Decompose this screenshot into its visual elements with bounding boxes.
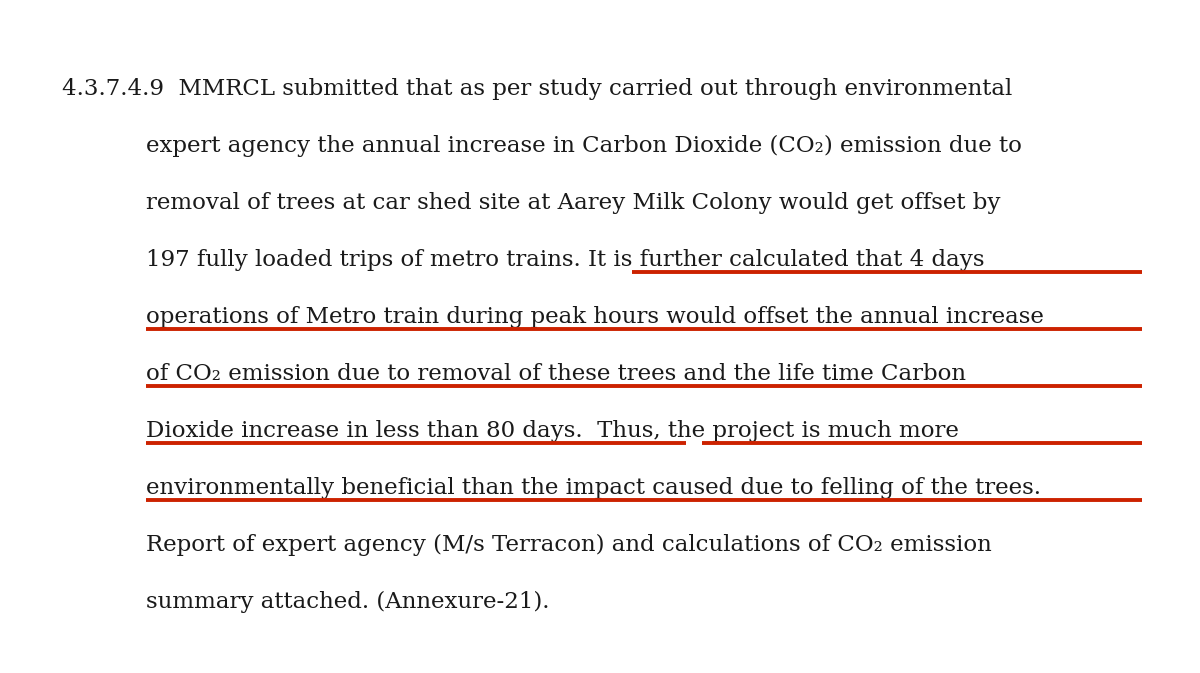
Text: of CO₂ emission due to removal of these trees and the life time Carbon: of CO₂ emission due to removal of these … [146, 363, 966, 385]
Text: 4.3.7.4.9  MMRCL submitted that as per study carried out through environmental: 4.3.7.4.9 MMRCL submitted that as per st… [62, 78, 1013, 100]
Text: summary attached. (Annexure-21).: summary attached. (Annexure-21). [146, 591, 550, 613]
Text: 197 fully loaded trips of metro trains. It is further calculated that 4 days: 197 fully loaded trips of metro trains. … [146, 249, 985, 271]
Text: environmentally beneficial than the impact caused due to felling of the trees.: environmentally beneficial than the impa… [146, 477, 1042, 499]
Text: expert agency the annual increase in Carbon Dioxide (CO₂) emission due to: expert agency the annual increase in Car… [146, 135, 1022, 157]
Text: Dioxide increase in less than 80 days.  Thus, the project is much more: Dioxide increase in less than 80 days. T… [146, 420, 959, 442]
Text: Report of expert agency (M/s Terracon) and calculations of CO₂ emission: Report of expert agency (M/s Terracon) a… [146, 534, 992, 556]
Text: removal of trees at car shed site at Aarey Milk Colony would get offset by: removal of trees at car shed site at Aar… [146, 192, 1001, 214]
Text: operations of Metro train during peak hours would offset the annual increase: operations of Metro train during peak ho… [146, 306, 1044, 328]
